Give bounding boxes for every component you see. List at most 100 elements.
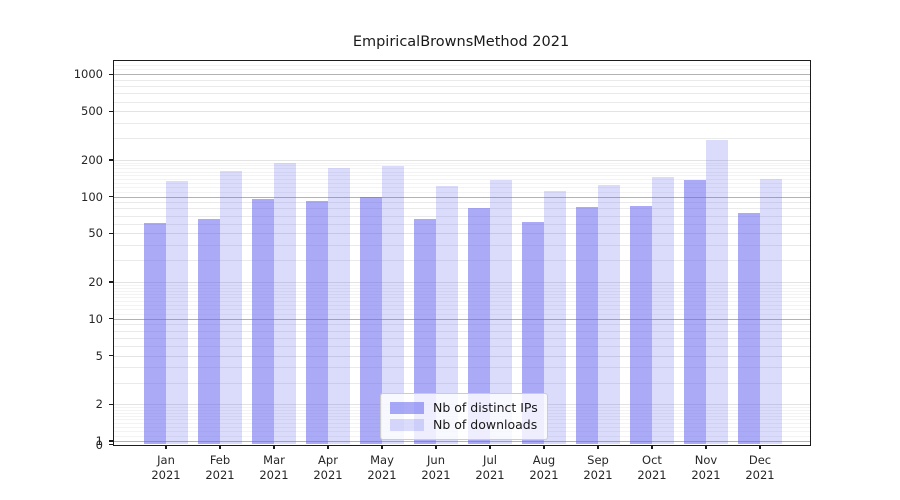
x-tick-month: Feb bbox=[209, 452, 231, 467]
y-tick-mark bbox=[108, 443, 113, 446]
gridline bbox=[114, 182, 810, 184]
legend-swatch-downloads bbox=[390, 418, 424, 431]
gridline bbox=[114, 86, 810, 88]
plot-area: Jan 2021 Feb 2021 Mar 2021 Apr 2021 May 2021 Jun 20… bbox=[74, 60, 811, 482]
x-tick-label: May 2021 bbox=[350, 453, 414, 483]
bar-downloads-may bbox=[382, 165, 404, 445]
x-tick-year: 2021 bbox=[151, 467, 181, 482]
x-tick-label: Nov 2021 bbox=[674, 453, 738, 483]
y-tick-mark bbox=[108, 159, 113, 161]
bar-downloads-sep bbox=[598, 185, 620, 445]
y-tick-label: 20 bbox=[88, 275, 103, 289]
y-tick-label: 10 bbox=[88, 311, 103, 326]
gridline bbox=[114, 245, 810, 247]
legend-label-downloads: Nb of downloads bbox=[433, 417, 538, 432]
bar-downloads-jul bbox=[490, 180, 512, 445]
bar-distinct-ips-may bbox=[360, 196, 382, 445]
gridline bbox=[114, 324, 810, 326]
y-tick-label: 200 bbox=[81, 152, 103, 167]
gridline bbox=[114, 300, 810, 302]
bar-downloads-nov bbox=[706, 140, 728, 445]
gridline bbox=[114, 101, 810, 103]
gridline bbox=[114, 175, 810, 177]
gridline bbox=[114, 330, 810, 332]
gridline bbox=[114, 165, 810, 167]
x-tick-month: Jun bbox=[427, 452, 445, 467]
gridline bbox=[114, 233, 810, 235]
gridline bbox=[114, 191, 810, 193]
gridline bbox=[114, 178, 810, 180]
x-tick-label: Jul 2021 bbox=[458, 453, 522, 483]
x-tick-month: Jan bbox=[157, 452, 175, 467]
x-tick-mark bbox=[651, 444, 653, 449]
x-tick-mark bbox=[273, 444, 275, 449]
y-tick-label: 0 bbox=[95, 437, 103, 452]
y-tick-mark bbox=[108, 281, 113, 283]
gridline bbox=[114, 168, 810, 170]
x-tick-mark bbox=[597, 444, 599, 449]
gridline bbox=[114, 138, 810, 140]
x-tick-mark bbox=[381, 444, 383, 449]
legend: Nb of distinct IPs Nb of downloads bbox=[380, 393, 548, 440]
x-tick-mark bbox=[219, 444, 221, 449]
gridline bbox=[114, 282, 810, 283]
gridline bbox=[114, 64, 810, 66]
gridline bbox=[114, 297, 810, 299]
bar-downloads-aug bbox=[544, 190, 566, 445]
x-tick-month: Dec bbox=[748, 452, 772, 467]
y-tick-mark bbox=[108, 318, 113, 320]
y-tick-label: 2 bbox=[95, 397, 103, 412]
gridline bbox=[114, 382, 810, 384]
bar-distinct-ips-feb bbox=[198, 218, 220, 445]
x-tick-mark bbox=[489, 444, 491, 449]
x-tick-mark bbox=[759, 444, 761, 449]
y-tick-label: 5 bbox=[95, 348, 103, 363]
gridline bbox=[114, 293, 810, 295]
gridline bbox=[114, 111, 810, 113]
x-tick-year: 2021 bbox=[421, 467, 451, 482]
x-tick-month: Mar bbox=[263, 452, 285, 467]
bar-distinct-ips-mar bbox=[252, 198, 274, 445]
y-tick-mark bbox=[108, 232, 113, 235]
x-tick-label: Apr 2021 bbox=[296, 453, 360, 483]
bar-downloads-jun bbox=[436, 186, 458, 445]
bar-distinct-ips-aug bbox=[522, 221, 544, 445]
y-tick-mark bbox=[108, 196, 113, 198]
bar-distinct-ips-jun bbox=[414, 218, 436, 445]
x-tick-mark bbox=[165, 444, 167, 449]
gridline bbox=[114, 202, 810, 204]
x-tick-label: Jun 2021 bbox=[404, 453, 468, 483]
bar-distinct-ips-jul bbox=[468, 208, 490, 445]
gridline bbox=[114, 441, 810, 442]
gridline bbox=[114, 304, 810, 306]
bar-distinct-ips-sep bbox=[576, 207, 598, 445]
y-tick-label: 100 bbox=[81, 189, 103, 204]
x-tick-year: 2021 bbox=[583, 467, 613, 482]
x-tick-year: 2021 bbox=[637, 467, 667, 482]
bar-distinct-ips-jan bbox=[144, 222, 166, 445]
y-tick-mark bbox=[108, 440, 113, 442]
x-tick-mark bbox=[327, 444, 329, 449]
y-tick-label: 50 bbox=[88, 226, 103, 241]
gridline bbox=[114, 186, 810, 188]
gridline bbox=[114, 79, 810, 81]
x-tick-year: 2021 bbox=[691, 467, 721, 482]
bar-downloads-oct bbox=[652, 176, 674, 445]
x-tick-label: Mar 2021 bbox=[242, 453, 306, 483]
legend-label-distinct-ips: Nb of distinct IPs bbox=[433, 400, 538, 415]
legend-entry-downloads: Nb of downloads bbox=[390, 416, 538, 433]
legend-swatch-distinct-ips bbox=[390, 401, 424, 414]
chart-title: EmpiricalBrownsMethod 2021 bbox=[352, 34, 570, 50]
gridline bbox=[114, 337, 810, 339]
gridline bbox=[114, 123, 810, 125]
gridline bbox=[114, 345, 810, 347]
gridline bbox=[114, 215, 810, 217]
x-tick-month: Jul bbox=[483, 452, 497, 467]
gridline bbox=[114, 287, 810, 289]
bar-downloads-jan bbox=[166, 181, 188, 445]
bar-distinct-ips-nov bbox=[684, 179, 706, 445]
x-tick-year: 2021 bbox=[529, 467, 559, 482]
x-tick-label: Sep 2021 bbox=[566, 453, 630, 483]
gridline bbox=[114, 159, 810, 161]
